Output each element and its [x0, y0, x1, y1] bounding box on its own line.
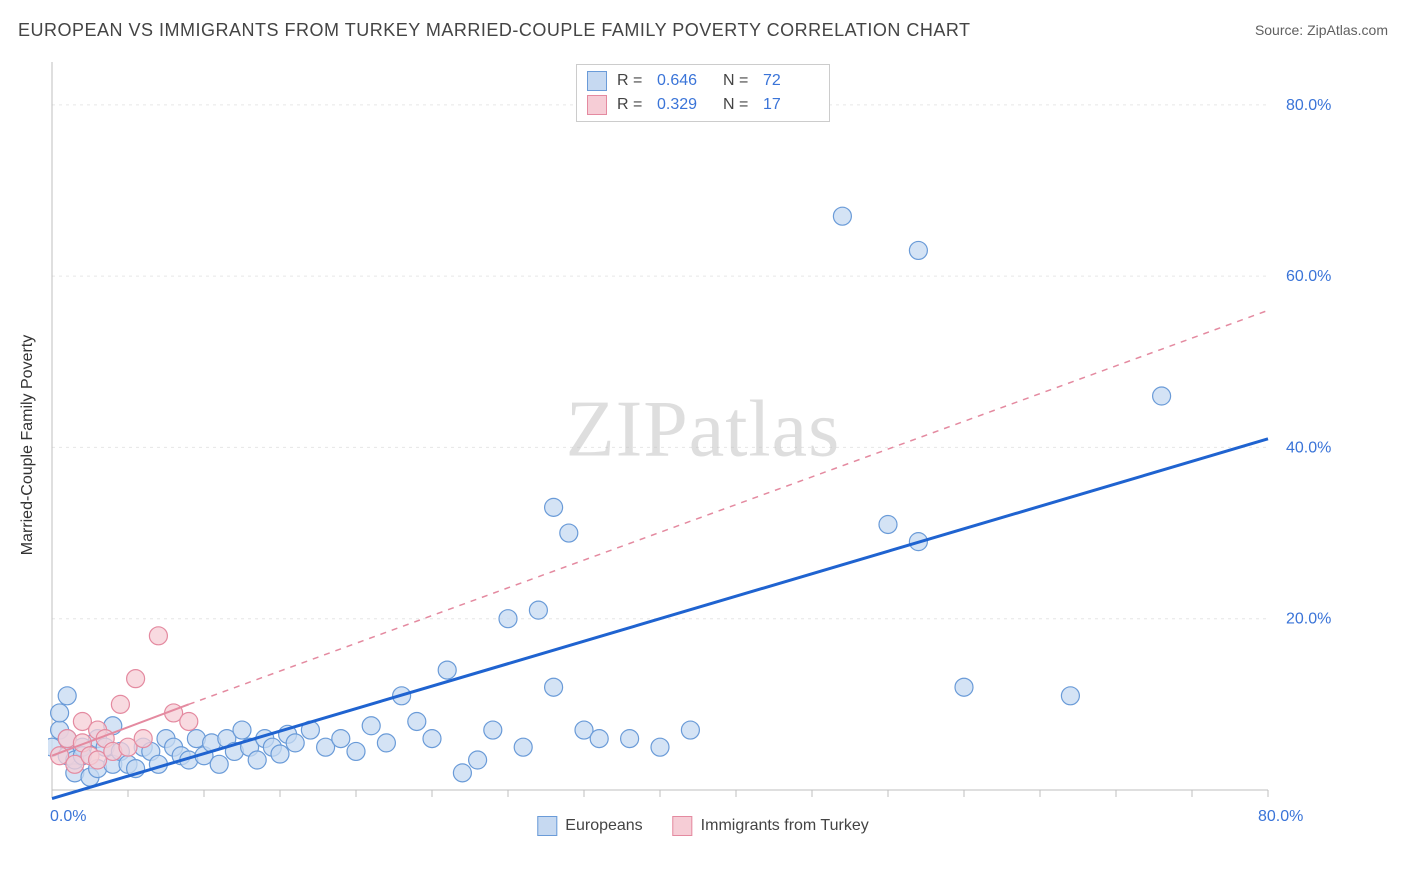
svg-text:80.0%: 80.0% — [1286, 97, 1331, 114]
chart-title: EUROPEAN VS IMMIGRANTS FROM TURKEY MARRI… — [18, 20, 971, 40]
r-value: 0.329 — [657, 96, 713, 114]
n-label: N = — [723, 72, 753, 90]
y-axis-label: Married-Couple Family Poverty — [19, 335, 37, 556]
series-legend: Europeans Immigrants from Turkey — [537, 816, 868, 836]
svg-text:20.0%: 20.0% — [1286, 611, 1331, 628]
svg-text:60.0%: 60.0% — [1286, 268, 1331, 285]
source-attribution: Source: ZipAtlas.com — [1255, 22, 1388, 38]
n-value: 17 — [763, 96, 819, 114]
stats-row: R = 0.646 N = 72 — [587, 69, 819, 93]
series-name: Europeans — [565, 817, 642, 835]
chart-area: Married-Couple Family Poverty 20.0%40.0%… — [48, 60, 1358, 830]
series-swatch — [587, 71, 607, 91]
series-swatch — [673, 816, 693, 836]
stats-row: R = 0.329 N = 17 — [587, 93, 819, 117]
series-name: Immigrants from Turkey — [701, 817, 869, 835]
x-axis-min-label: 0.0% — [50, 808, 86, 826]
r-value: 0.646 — [657, 72, 713, 90]
scatter-plot: 20.0% 40.0% 60.0% 80.0% — [48, 60, 1358, 830]
legend-item: Europeans — [537, 816, 642, 836]
legend-item: Immigrants from Turkey — [673, 816, 869, 836]
x-axis-max-label: 80.0% — [1258, 808, 1303, 826]
r-label: R = — [617, 96, 647, 114]
stats-legend: R = 0.646 N = 72 R = 0.329 N = 17 — [576, 64, 830, 122]
svg-text:40.0%: 40.0% — [1286, 439, 1331, 456]
n-label: N = — [723, 96, 753, 114]
series-swatch — [537, 816, 557, 836]
r-label: R = — [617, 72, 647, 90]
n-value: 72 — [763, 72, 819, 90]
series-swatch — [587, 95, 607, 115]
